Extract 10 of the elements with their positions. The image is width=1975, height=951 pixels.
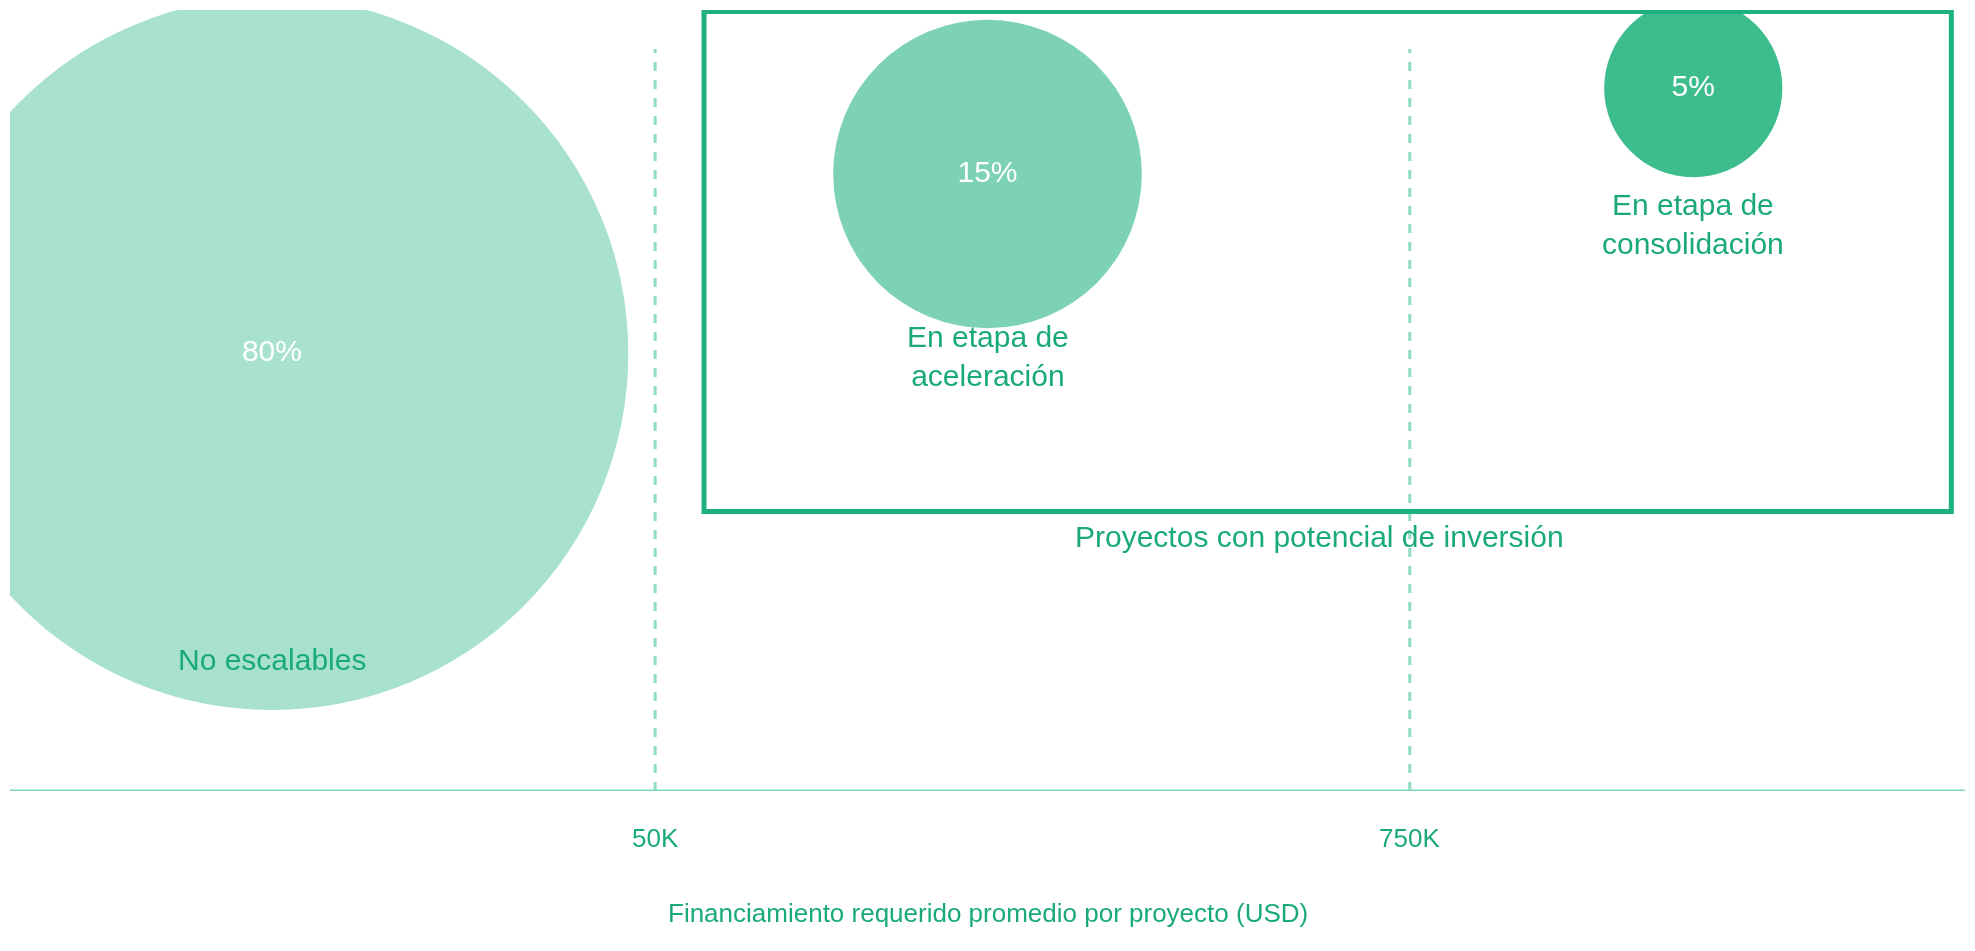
category-label: En etapa de consolidación [1602,188,1784,260]
data-label: 5% [1671,68,1715,102]
text: Proyectos con potencial de inversión [1075,520,1564,553]
text: 750K [1379,823,1441,853]
text: 50K [632,823,679,853]
text: Financiamiento requerido promedio por proyecto (USD) [668,898,1309,928]
data-label: 15% [957,154,1018,188]
category-label: En etapa de aceleración [907,320,1069,392]
category-label: No escalables [178,643,367,676]
data-label: 80% [241,334,302,368]
